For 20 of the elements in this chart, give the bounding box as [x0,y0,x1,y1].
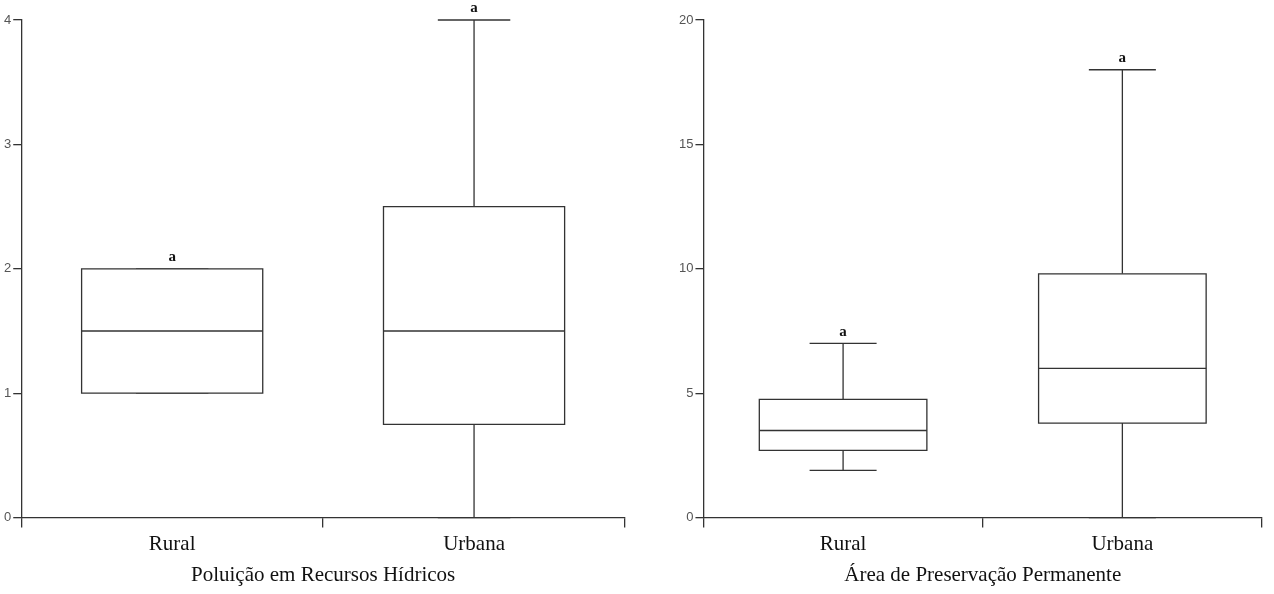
x-tick-label: Urbana [1091,530,1154,555]
x-axis-title: Área de Preservação Permanente [844,561,1122,586]
annotation: a [470,0,479,16]
x-tick-label: Rural [148,530,196,555]
x-axis-title: Poluição em Recursos Hídricos [191,561,456,586]
annotation: a [168,248,177,265]
x-tick-label: Rural [819,530,867,555]
annotation: a [839,322,848,339]
y-tick-label: 5 [686,384,694,400]
y-tick-label: 3 [4,135,12,151]
y-tick-label: 20 [678,11,694,27]
y-tick-label: 2 [4,260,12,276]
y-tick-label: 0 [4,509,12,525]
y-tick-label: 0 [686,509,694,525]
annotation: a [1118,49,1127,66]
y-tick-label: 4 [4,11,12,27]
y-tick-label: 15 [678,135,694,151]
y-tick-label: 10 [678,260,694,276]
x-tick-label: Urbana [443,530,506,555]
y-tick-label: 1 [4,384,12,400]
